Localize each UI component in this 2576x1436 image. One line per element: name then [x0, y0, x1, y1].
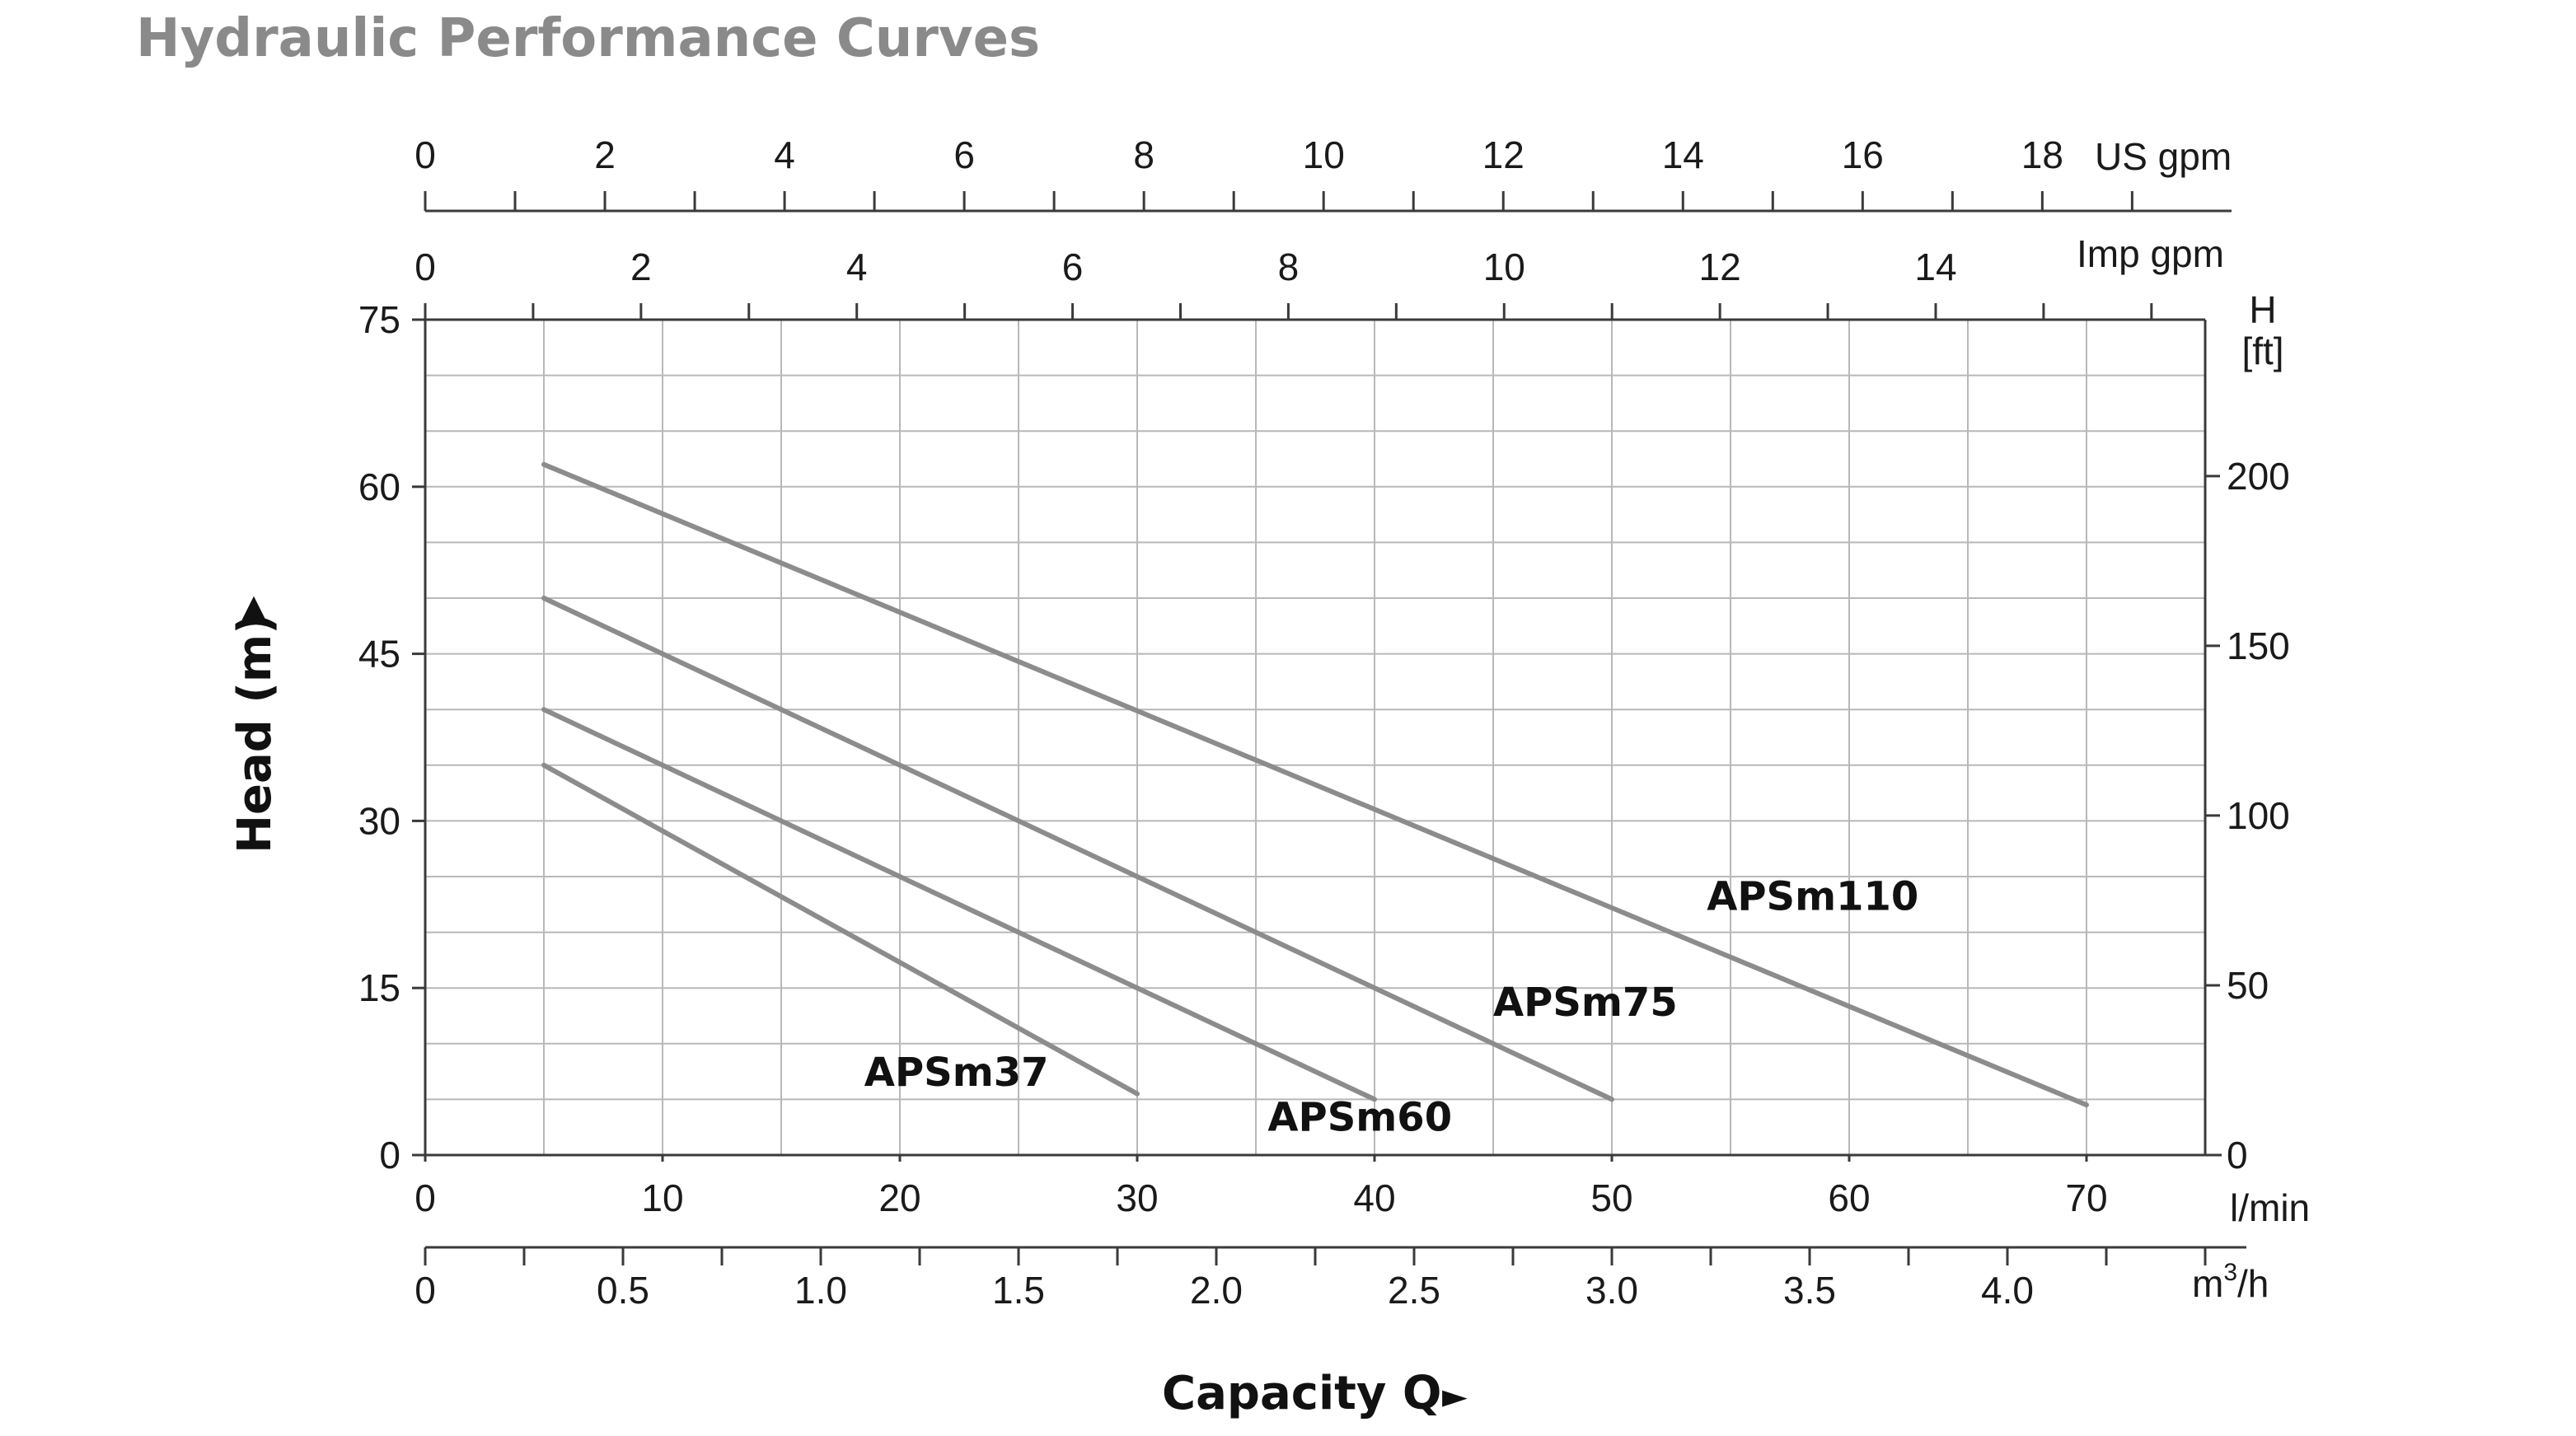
y-right-tick-label: 0 — [2227, 1134, 2248, 1176]
x-imp-tick-label: 14 — [1914, 246, 1956, 288]
x-m3h-tick-label: 1.5 — [992, 1269, 1045, 1312]
y-axis-title: Head (m) — [228, 613, 282, 854]
x-m3h-tick-label: 0.5 — [597, 1269, 649, 1312]
x-imp-tick-label: 6 — [1062, 246, 1084, 288]
x-us-tick-label: 14 — [1662, 133, 1704, 176]
series-line-apsm60 — [541, 707, 1377, 1102]
x-imp-tick-label: 0 — [415, 246, 436, 288]
y-right-tick-label: 150 — [2227, 624, 2290, 667]
y-right-tick-label: 50 — [2227, 964, 2269, 1007]
x-m3h-tick-label: 0 — [415, 1269, 436, 1312]
y-left-tick-label: 75 — [358, 298, 400, 341]
x-imp-tick-label: 8 — [1278, 246, 1300, 288]
series-line-apsm75 — [541, 596, 1614, 1102]
series-label-apsm60: APSm60 — [1267, 1094, 1452, 1140]
y-left-tick-label: 45 — [358, 633, 400, 676]
x-imp-tick-label: 10 — [1483, 246, 1525, 288]
x-us-tick-label: 4 — [774, 133, 795, 176]
y-right-tick-label: 100 — [2227, 794, 2290, 837]
chart-grid — [425, 320, 2205, 1155]
chart-series — [541, 461, 2089, 1108]
x-axis-arrow-icon: ► — [1442, 1378, 1468, 1415]
series-label-apsm75: APSm75 — [1493, 980, 1678, 1026]
x-lmin-tick-label: 50 — [1590, 1176, 1632, 1219]
x-m3h-tick-label: 2.5 — [1388, 1269, 1440, 1312]
chart-labels: APSm110 APSm75 APSm60 APSm37 Capacity Q ► Head… — [228, 587, 1918, 1420]
series-label-apsm110: APSm110 — [1707, 874, 1918, 920]
chart-axes — [424, 209, 2246, 1249]
x-m3h-tick-label: 4.0 — [1981, 1269, 2034, 1312]
x-us-tick-label: 6 — [953, 133, 975, 176]
x-m3h-tick-label: 3.0 — [1585, 1269, 1638, 1312]
x-lmin-unit: l/min — [2230, 1186, 2310, 1229]
x-lmin-tick-label: 30 — [1116, 1176, 1158, 1219]
x-lmin-tick-label: 10 — [641, 1176, 683, 1219]
x-lmin-tick-label: 20 — [878, 1176, 920, 1219]
y-right-unit-h: H — [2249, 288, 2276, 331]
x-lmin-tick-label: 70 — [2065, 1176, 2107, 1219]
y-right-tick-label: 200 — [2227, 455, 2290, 498]
x-m3h-unit: m3/h — [2192, 1259, 2269, 1305]
x-us-tick-label: 2 — [594, 133, 616, 176]
x-m3h-tick-label: 3.5 — [1783, 1269, 1836, 1312]
series-line-apsm110 — [541, 461, 2089, 1108]
x-axis-title: Capacity Q — [1162, 1367, 1442, 1420]
y-left-tick-label: 15 — [358, 966, 400, 1009]
y-right-unit-ft: [ft] — [2241, 330, 2283, 372]
x-m3h-tick-label: 2.0 — [1190, 1269, 1243, 1312]
x-us-tick-label: 8 — [1133, 133, 1155, 176]
x-imp-tick-label: 2 — [630, 246, 652, 288]
x-imp-unit: Imp gpm — [2077, 232, 2224, 275]
y-left-tick-label: 0 — [379, 1134, 400, 1176]
y-axis-arrow-icon: ▲ — [241, 587, 266, 624]
x-lmin-tick-label: 40 — [1353, 1176, 1395, 1219]
x-us-unit: US gpm — [2095, 135, 2232, 178]
x-lmin-tick-label: 0 — [415, 1176, 436, 1219]
x-us-tick-label: 16 — [1842, 133, 1884, 176]
y-left-tick-label: 60 — [358, 465, 400, 508]
x-us-tick-label: 18 — [2021, 133, 2063, 176]
page-title: Hydraulic Performance Curves — [136, 8, 1040, 69]
x-m3h-tick-label: 1.0 — [794, 1269, 847, 1312]
x-imp-tick-label: 4 — [846, 246, 868, 288]
y-left-tick-label: 30 — [358, 799, 400, 842]
x-imp-tick-label: 12 — [1699, 246, 1741, 288]
series-line-apsm37 — [541, 762, 1140, 1097]
series-label-apsm37: APSm37 — [864, 1050, 1049, 1096]
x-us-tick-label: 0 — [415, 133, 436, 176]
x-us-tick-label: 12 — [1482, 133, 1525, 176]
x-lmin-tick-label: 60 — [1828, 1176, 1870, 1219]
x-us-tick-label: 10 — [1303, 133, 1345, 176]
